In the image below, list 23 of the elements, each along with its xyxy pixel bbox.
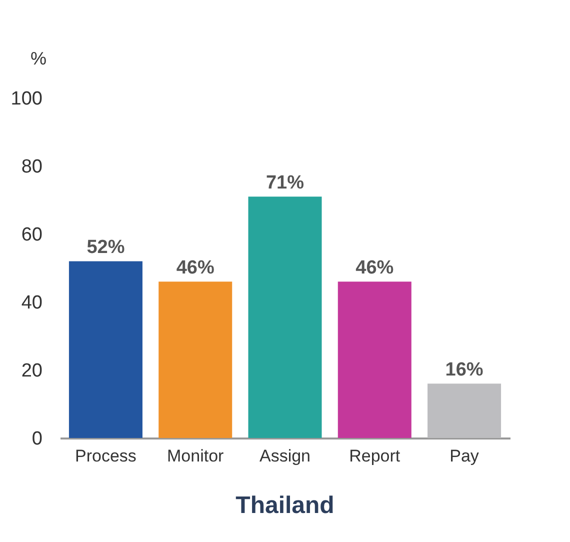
data-label: 52% xyxy=(86,237,125,258)
bar xyxy=(68,261,142,438)
y-axis-title: % xyxy=(30,48,47,68)
y-tick-label: 40 xyxy=(21,292,42,314)
y-tick-label: 100 xyxy=(10,88,42,110)
y-tick-label: 80 xyxy=(21,156,42,178)
bar xyxy=(158,282,232,438)
data-label: 46% xyxy=(176,258,214,279)
bar xyxy=(338,282,412,438)
y-tick-label: 60 xyxy=(21,224,42,246)
bar xyxy=(248,196,322,438)
y-tick-label: 0 xyxy=(32,428,42,450)
data-label: 71% xyxy=(266,172,304,194)
data-label: 16% xyxy=(445,360,484,381)
text: Thailand xyxy=(236,492,334,519)
x-tick-label: Process xyxy=(75,446,136,466)
x-tick-label: Assign xyxy=(259,446,311,466)
x-tick-label: Pay xyxy=(450,446,480,466)
bar xyxy=(428,384,502,438)
x-tick-label: Monitor xyxy=(167,446,224,466)
y-tick-label: 20 xyxy=(21,360,42,382)
data-label: 46% xyxy=(356,258,394,279)
x-tick-label: Report xyxy=(349,446,400,466)
